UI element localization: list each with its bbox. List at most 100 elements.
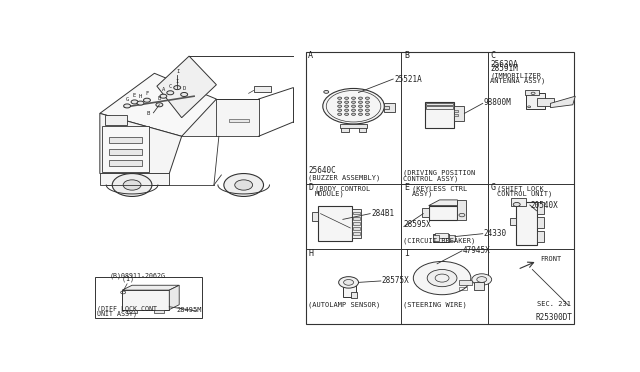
Text: (CIRCUIT BREAKER): (CIRCUIT BREAKER) <box>403 237 476 244</box>
Circle shape <box>365 97 369 99</box>
Bar <box>536 217 544 228</box>
Text: CONTROL ASSY): CONTROL ASSY) <box>403 175 459 182</box>
Bar <box>384 106 389 109</box>
Bar <box>536 202 544 214</box>
Circle shape <box>124 104 131 108</box>
Text: G: G <box>490 183 495 192</box>
Circle shape <box>472 274 492 285</box>
Text: A: A <box>162 87 165 93</box>
Text: 25640C: 25640C <box>308 166 336 175</box>
Bar <box>460 279 472 285</box>
Text: (BODY CONTROL: (BODY CONTROL <box>315 185 370 192</box>
Circle shape <box>224 173 264 196</box>
Circle shape <box>137 101 144 105</box>
Polygon shape <box>122 285 179 290</box>
Text: H: H <box>308 249 313 258</box>
Circle shape <box>338 101 342 103</box>
Bar <box>306 52 573 324</box>
Text: 28495M: 28495M <box>177 307 202 313</box>
Text: (DIFF LOCK CONT: (DIFF LOCK CONT <box>97 306 157 312</box>
Text: R25300DT: R25300DT <box>536 314 573 323</box>
Circle shape <box>338 105 342 108</box>
Text: 28591M: 28591M <box>490 64 518 73</box>
Polygon shape <box>157 56 216 118</box>
Bar <box>474 282 484 289</box>
Bar <box>109 137 143 144</box>
Text: 98800M: 98800M <box>484 98 511 107</box>
Text: C: C <box>169 84 172 89</box>
Circle shape <box>173 86 180 90</box>
Polygon shape <box>100 113 182 173</box>
Circle shape <box>323 89 384 124</box>
Text: A: A <box>308 51 313 60</box>
Circle shape <box>365 105 369 108</box>
Bar <box>340 124 367 128</box>
Circle shape <box>351 101 356 103</box>
Bar <box>341 125 349 132</box>
Circle shape <box>413 262 471 295</box>
Circle shape <box>428 269 457 287</box>
Bar <box>122 290 169 310</box>
Text: (SHIFT LOCK: (SHIFT LOCK <box>497 185 543 192</box>
Text: D: D <box>182 86 186 91</box>
Text: (IMMOBILIZER: (IMMOBILIZER <box>490 73 541 79</box>
Text: B: B <box>157 96 161 101</box>
Bar <box>449 235 455 241</box>
Circle shape <box>344 101 349 103</box>
Text: H: H <box>139 94 142 99</box>
Circle shape <box>365 113 369 115</box>
Circle shape <box>180 93 188 96</box>
Circle shape <box>344 109 349 111</box>
Bar <box>351 292 357 298</box>
Circle shape <box>324 90 329 93</box>
Text: 47945X: 47945X <box>463 246 491 255</box>
Polygon shape <box>550 96 575 108</box>
Polygon shape <box>169 285 179 310</box>
Bar <box>454 110 458 112</box>
Text: 24330: 24330 <box>484 229 507 238</box>
Text: I: I <box>404 249 409 258</box>
Text: ANTENNA ASSY): ANTENNA ASSY) <box>490 77 545 84</box>
Bar <box>253 86 271 92</box>
Text: FRONT: FRONT <box>540 256 561 263</box>
Bar <box>384 103 396 112</box>
Bar <box>100 173 170 185</box>
Bar <box>353 227 360 230</box>
Bar <box>401 183 488 250</box>
Polygon shape <box>182 99 259 136</box>
Circle shape <box>513 202 520 206</box>
Circle shape <box>365 101 369 103</box>
Text: E: E <box>404 183 409 192</box>
Bar <box>229 119 248 122</box>
Text: UNIT ASSY): UNIT ASSY) <box>97 310 137 317</box>
Bar <box>358 125 366 132</box>
Text: B: B <box>147 111 150 116</box>
Text: 20540X: 20540X <box>531 201 559 209</box>
Bar <box>460 287 467 289</box>
Circle shape <box>358 101 362 103</box>
Circle shape <box>112 173 152 196</box>
Text: C: C <box>490 51 495 60</box>
Circle shape <box>435 274 449 282</box>
Circle shape <box>351 105 356 108</box>
Bar <box>102 126 150 172</box>
Text: I: I <box>175 79 179 84</box>
Circle shape <box>344 105 349 108</box>
Text: B: B <box>404 51 409 60</box>
Bar <box>516 202 536 245</box>
Circle shape <box>339 277 358 288</box>
Bar <box>435 233 447 238</box>
Text: (AUTOLAMP SENSOR): (AUTOLAMP SENSOR) <box>308 302 380 308</box>
Bar <box>95 277 202 318</box>
Bar <box>458 200 467 220</box>
Text: E: E <box>133 93 136 98</box>
Bar <box>433 234 449 242</box>
Circle shape <box>235 180 253 190</box>
Circle shape <box>477 277 487 282</box>
Bar <box>433 235 439 241</box>
Bar <box>510 218 516 225</box>
Circle shape <box>156 103 163 107</box>
Bar <box>318 206 352 241</box>
Text: 25521A: 25521A <box>394 76 422 84</box>
Bar <box>105 115 127 125</box>
